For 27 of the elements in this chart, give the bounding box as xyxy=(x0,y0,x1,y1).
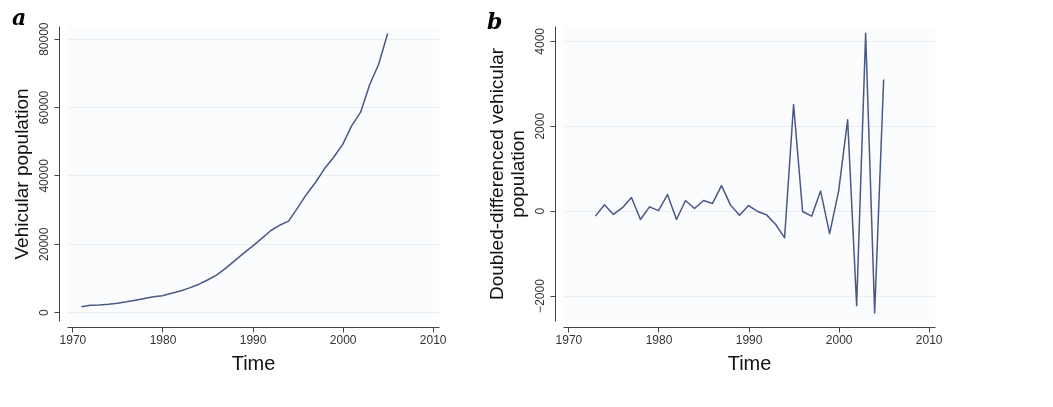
y-tick-label: 60000 xyxy=(36,90,51,125)
x-tick-label: 2010 xyxy=(419,332,447,347)
y-tick-label: 2000 xyxy=(532,112,547,140)
x-tick-label: 2000 xyxy=(825,332,853,347)
line-series xyxy=(80,32,389,308)
y-tick-label: 4000 xyxy=(532,27,547,55)
y-tick-label: 80000 xyxy=(36,22,51,56)
x-tick-label: 1970 xyxy=(555,332,583,347)
x-tick-label: 1990 xyxy=(239,332,267,347)
y-axis-title: Doubled-differenced vehicular population xyxy=(485,47,528,301)
x-tick-label: 1970 xyxy=(59,332,87,347)
y-tick-label: −2000 xyxy=(532,278,547,313)
y-tick-label: 0 xyxy=(532,207,547,215)
y-axis-title: Vehicular population xyxy=(10,88,32,260)
x-axis-title: Time xyxy=(231,351,276,374)
chart-title: a xyxy=(12,3,27,30)
x-tick-label: 2000 xyxy=(329,332,357,347)
y-tick-label: 40000 xyxy=(36,158,51,193)
y-tick-label: 0 xyxy=(36,308,51,316)
x-tick-label: 1980 xyxy=(645,332,673,347)
line-series xyxy=(594,32,885,314)
x-tick-label: 1990 xyxy=(735,332,763,347)
x-tick-label: 1980 xyxy=(149,332,177,347)
x-axis-title: Time xyxy=(727,351,772,374)
y-tick-label: 20000 xyxy=(36,227,51,261)
chart-title: b xyxy=(487,8,503,34)
x-tick-label: 2010 xyxy=(915,332,943,347)
